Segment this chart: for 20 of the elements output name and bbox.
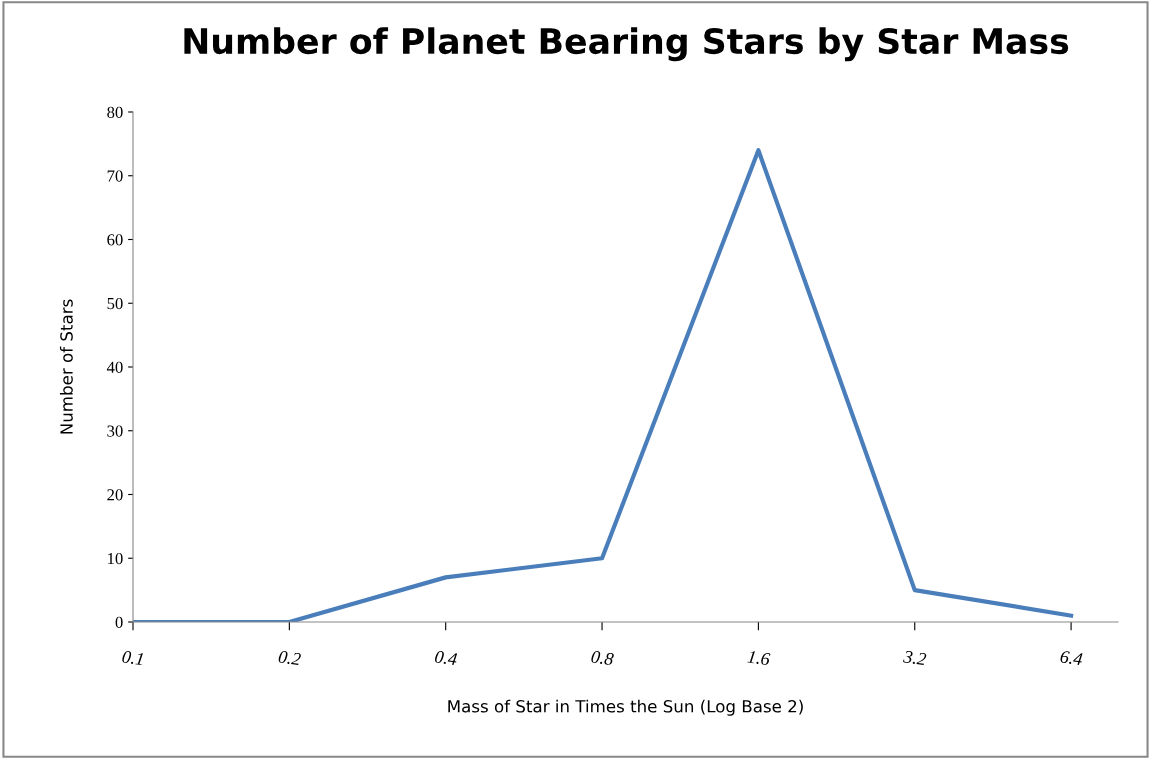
x-tick-label: 3.2 (902, 650, 927, 666)
x-tick-label: 1.6 (747, 650, 771, 666)
y-tick-label: 50 (107, 297, 123, 310)
x-tick-label: 0.8 (590, 650, 615, 666)
chart-title: Number of Planet Bearing Stars by Star Mass (184, 27, 1069, 62)
y-tick-label: 40 (106, 361, 123, 373)
x-tick-label: 0.1 (121, 650, 144, 666)
y-tick-label: 60 (107, 234, 123, 246)
y-tick-label: 80 (107, 106, 123, 118)
x-axis-title: Mass of Star in Times the Sun (Log Base 2) (448, 699, 803, 716)
x-tick-label: 0.2 (278, 650, 302, 666)
y-tick-label: 10 (108, 552, 123, 565)
line-series (133, 148, 1074, 622)
y-tick-label: 70 (107, 170, 123, 182)
x-tick-label: 0.4 (434, 650, 458, 666)
y-tick-label: 0 (115, 616, 123, 628)
y-tick-label: 20 (107, 489, 123, 501)
y-tick-label: 30 (107, 425, 123, 437)
y-axis-title: Number of Stars (59, 299, 73, 434)
x-tick-label: 6.4 (1060, 650, 1083, 666)
